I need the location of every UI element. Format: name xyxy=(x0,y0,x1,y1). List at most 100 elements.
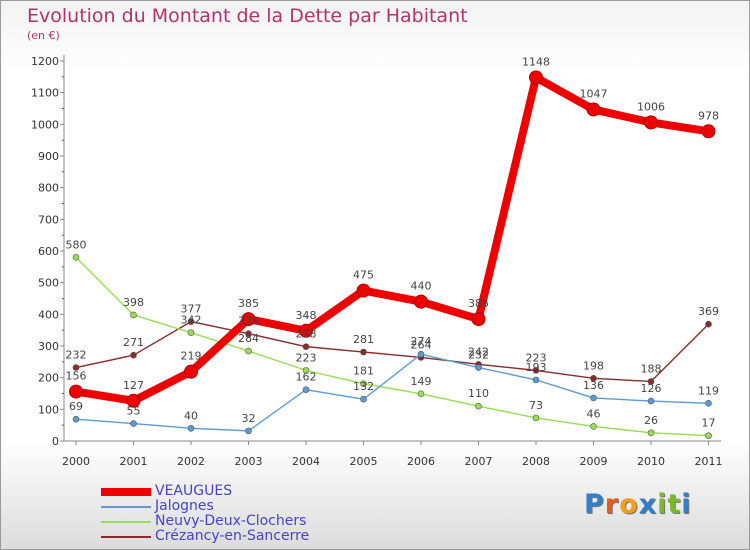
legend-label: VEAUGUES xyxy=(155,483,233,499)
data-point xyxy=(475,364,482,371)
y-tick-label: 1100 xyxy=(31,87,59,100)
logo-letter: t xyxy=(667,489,682,520)
data-label: 978 xyxy=(698,109,719,122)
series-line-1 xyxy=(75,353,710,432)
data-label: 440 xyxy=(411,280,432,293)
data-label: 232 xyxy=(468,349,489,362)
data-label: 223 xyxy=(526,351,547,364)
x-tick-label: 2006 xyxy=(407,455,435,468)
data-point xyxy=(69,384,83,399)
series-lines xyxy=(69,70,716,439)
data-label: 398 xyxy=(123,296,144,309)
series-line-3 xyxy=(75,320,710,383)
data-point xyxy=(701,124,716,139)
x-tick-label: 2008 xyxy=(522,455,550,468)
data-point xyxy=(417,390,425,398)
data-point xyxy=(126,393,141,408)
data-point xyxy=(705,432,712,439)
data-point xyxy=(245,427,252,435)
data-label: 1148 xyxy=(522,55,550,68)
x-tick-label: 2011 xyxy=(695,455,723,468)
data-label: 1047 xyxy=(580,87,608,100)
data-point xyxy=(72,254,80,261)
data-label: 127 xyxy=(123,379,144,392)
data-label: 264 xyxy=(411,338,432,351)
x-tick-label: 2007 xyxy=(465,455,493,468)
data-label: 55 xyxy=(127,405,141,418)
data-label: 475 xyxy=(353,269,374,282)
y-tick-label: 400 xyxy=(38,308,59,321)
data-point xyxy=(532,414,540,422)
y-tick-label: 200 xyxy=(38,372,59,385)
data-label: 110 xyxy=(468,387,489,400)
data-point xyxy=(590,394,597,402)
data-label: 156 xyxy=(66,370,87,383)
data-label: 223 xyxy=(296,351,317,364)
data-label: 242 xyxy=(468,345,489,358)
logo-letter: i xyxy=(681,489,692,520)
data-point xyxy=(302,343,310,350)
data-label: 181 xyxy=(353,365,374,378)
data-label: 219 xyxy=(181,350,202,363)
data-point xyxy=(245,347,252,355)
data-point xyxy=(72,415,80,423)
data-label: 73 xyxy=(529,399,543,412)
data-label: 132 xyxy=(353,380,374,393)
data-point xyxy=(356,283,371,298)
data-label: 193 xyxy=(526,361,547,374)
legend-label: Jalognes xyxy=(155,498,214,514)
x-tick-label: 2003 xyxy=(235,455,263,468)
data-point xyxy=(532,376,540,384)
data-label: 126 xyxy=(641,382,662,395)
legend-label: Crézancy-en-Sancerre xyxy=(155,528,310,544)
data-point xyxy=(647,378,655,385)
x-tick-label: 2009 xyxy=(580,455,608,468)
data-label: 40 xyxy=(184,409,198,422)
legend-swatch xyxy=(101,521,151,523)
data-label: 369 xyxy=(698,305,719,318)
data-point xyxy=(360,348,367,356)
x-tick-label: 2010 xyxy=(637,455,665,468)
series-line-0 xyxy=(72,73,713,405)
data-point xyxy=(360,395,367,403)
logo-letter: i xyxy=(657,489,668,520)
data-point xyxy=(245,330,252,337)
legend-label: Neuvy-Deux-Clochers xyxy=(155,513,307,529)
y-tick-label: 1000 xyxy=(31,118,59,131)
x-tick-label: 2004 xyxy=(292,455,320,468)
data-point xyxy=(471,312,486,327)
data-label: 271 xyxy=(123,336,144,349)
data-label: 162 xyxy=(296,371,317,384)
data-label: 198 xyxy=(583,359,604,372)
data-label: 149 xyxy=(411,375,432,388)
data-point xyxy=(647,397,655,405)
axes: 0 100 200 300 400 500 600 700 800 900 1000 1100 1200… xyxy=(31,55,723,468)
data-label: 342 xyxy=(181,314,202,327)
data-label: 274 xyxy=(411,335,432,348)
data-label: 298 xyxy=(296,328,317,341)
y-tick-label: 1200 xyxy=(31,55,59,68)
data-label: 1006 xyxy=(637,100,665,113)
y-tick-label: 0 xyxy=(52,435,59,448)
data-point xyxy=(529,70,543,85)
y-tick-label: 900 xyxy=(38,150,59,163)
x-tick-label: 2001 xyxy=(120,455,148,468)
data-label: 377 xyxy=(181,303,202,316)
data-label: 136 xyxy=(583,379,604,392)
data-point xyxy=(590,374,597,382)
data-point xyxy=(187,329,195,337)
data-labels: 156 127 219 385 348 475 440 385 1148 1047 1006 978 6… xyxy=(66,55,720,429)
data-point xyxy=(360,380,367,387)
data-point xyxy=(644,115,658,130)
data-label: 69 xyxy=(69,400,83,413)
data-label: 281 xyxy=(353,333,374,346)
data-point xyxy=(302,367,310,374)
proxiti-logo: Proxiti xyxy=(584,489,692,520)
logo-letter: o xyxy=(619,489,639,520)
data-point xyxy=(299,323,313,338)
y-tick-label: 600 xyxy=(38,245,59,258)
y-tick-label: 800 xyxy=(38,182,59,195)
data-point xyxy=(586,102,601,117)
